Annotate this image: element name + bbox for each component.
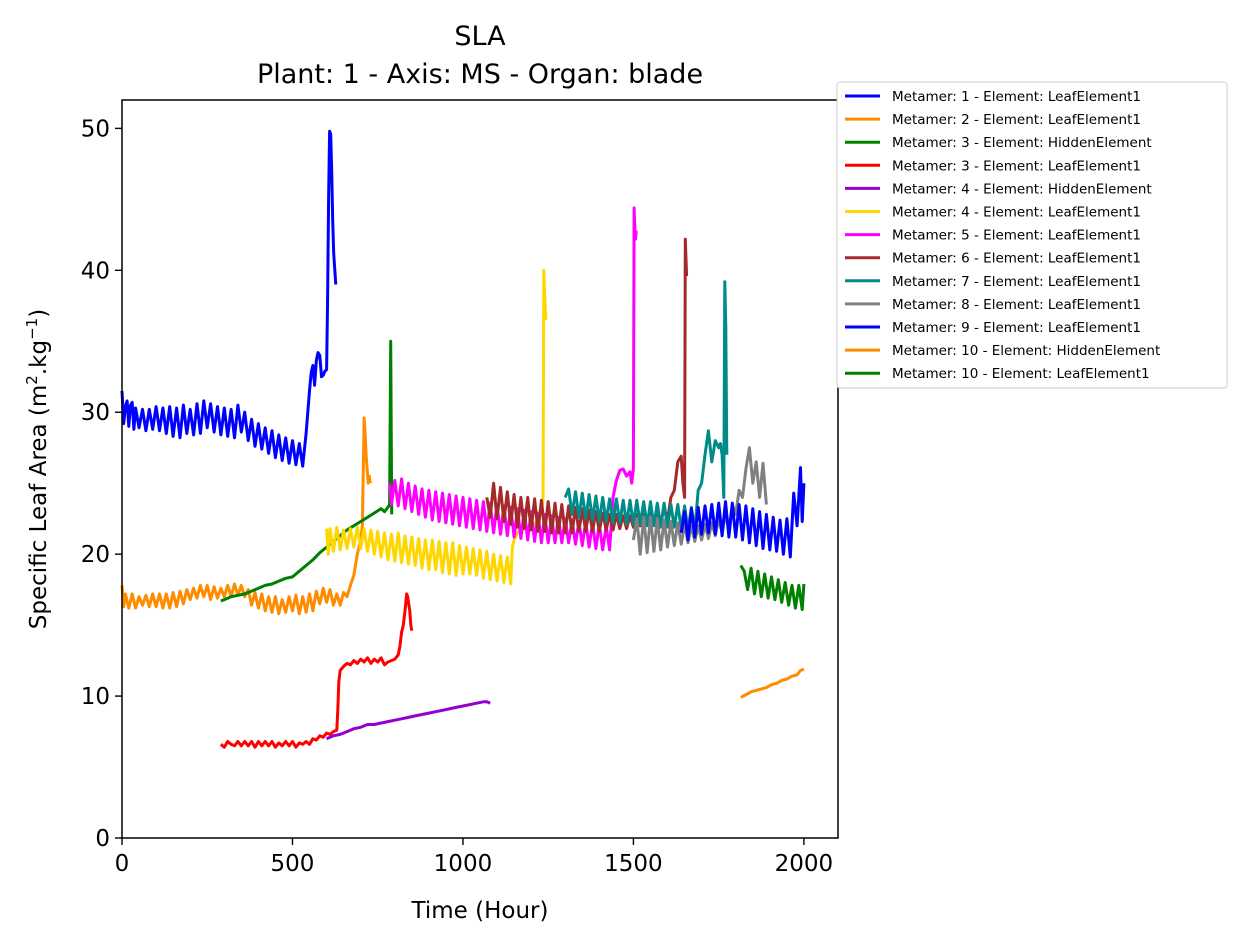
series-line-8 <box>485 237 689 535</box>
y-axis-label: Specific Leaf Area (m2.kg−1) <box>23 309 52 629</box>
x-tick-label: 0 <box>115 851 130 877</box>
legend-label-13: Metamer: 10 - Element: LeafElement1 <box>892 366 1150 382</box>
legend-label-4: Metamer: 3 - Element: LeafElement1 <box>892 158 1141 174</box>
series-line-3 <box>220 339 394 603</box>
series-line-2 <box>120 416 372 616</box>
series-line-12 <box>740 667 805 699</box>
legend: Metamer: 1 - Element: LeafElement1 Metame… <box>836 81 1228 389</box>
y-tick-label: 30 <box>81 400 110 426</box>
y-tick-label: 50 <box>81 116 110 142</box>
y-tick-label: 0 <box>95 826 110 852</box>
legend-label-9: Metamer: 7 - Element: LeafElement1 <box>892 274 1141 290</box>
chart-title: SLA <box>454 21 506 52</box>
legend-label-8: Metamer: 6 - Element: LeafElement1 <box>892 251 1141 267</box>
series-line-11 <box>679 466 806 559</box>
series-line-9 <box>563 280 729 532</box>
legend-label-1: Metamer: 1 - Element: LeafElement1 <box>892 89 1141 105</box>
legend-frame <box>836 81 1228 389</box>
y-tick-label: 20 <box>81 542 110 568</box>
legend-label-6: Metamer: 4 - Element: LeafElement1 <box>892 205 1141 221</box>
x-axis-label: Time (Hour) <box>411 898 549 924</box>
series-line-1 <box>120 129 338 468</box>
series-layer <box>120 129 806 749</box>
series-line-4 <box>219 592 414 749</box>
legend-label-7: Metamer: 5 - Element: LeafElement1 <box>892 228 1141 244</box>
plot-frame <box>121 99 839 839</box>
series-line-13 <box>739 564 806 611</box>
x-tick-label: 1000 <box>434 851 493 877</box>
series-line-5 <box>326 700 491 741</box>
series-line-6 <box>325 268 548 586</box>
series-line-10 <box>631 446 768 556</box>
x-tick-label: 500 <box>271 851 315 877</box>
legend-label-3: Metamer: 3 - Element: HiddenElement <box>892 135 1152 151</box>
chart-subtitle: Plant: 1 - Axis: MS - Organ: blade <box>257 59 703 90</box>
x-tick-label: 1500 <box>604 851 663 877</box>
axis-ticks: 0 500 1000 1500 2000 0 10 20 30 40 50 <box>81 116 833 877</box>
legend-label-10: Metamer: 8 - Element: LeafElement1 <box>892 297 1141 313</box>
legend-label-2: Metamer: 2 - Element: LeafElement1 <box>892 112 1141 128</box>
legend-label-5: Metamer: 4 - Element: HiddenElement <box>892 181 1152 197</box>
x-tick-label: 2000 <box>775 851 834 877</box>
y-tick-label: 10 <box>81 684 110 710</box>
legend-label-12: Metamer: 10 - Element: HiddenElement <box>892 343 1160 359</box>
y-tick-label: 40 <box>81 258 110 284</box>
legend-label-11: Metamer: 9 - Element: LeafElement1 <box>892 320 1141 336</box>
